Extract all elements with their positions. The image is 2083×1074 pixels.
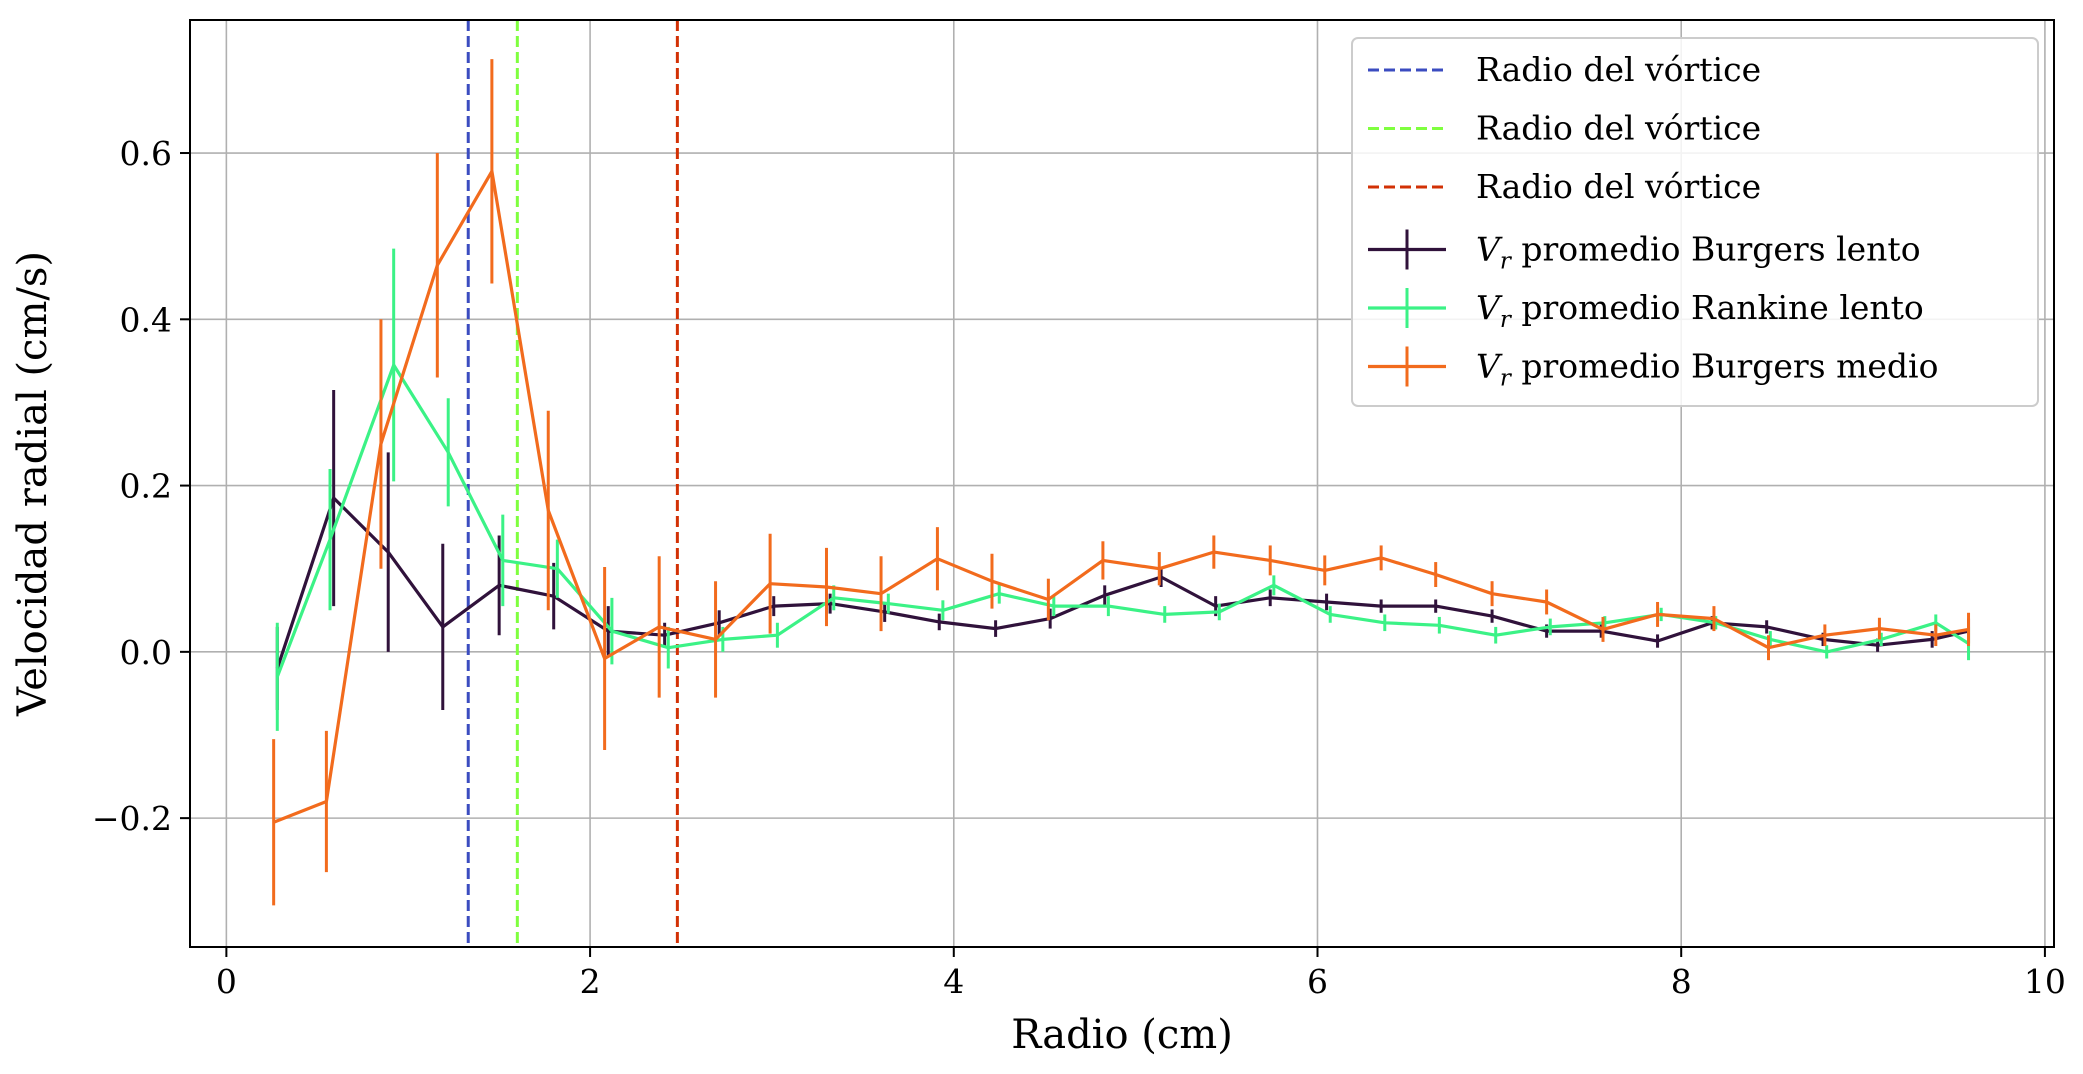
series-promedio-burgers-lento [275, 389, 1971, 711]
legend-subscript: r [1500, 307, 1513, 333]
y-tick-label: 0.0 [120, 633, 172, 672]
y-tick-label: 0.6 [120, 134, 172, 173]
legend-label: Radio del vórtice [1476, 109, 1761, 148]
vertical-reference-lines [466, 20, 679, 947]
plot-frame [189, 19, 2055, 948]
legend-subscript: r [1500, 366, 1513, 392]
legend-box [1351, 37, 2039, 407]
legend-series-name: promedio Rankine lento [1511, 288, 1924, 327]
legend-label: Vr promedio Burgers lento [1476, 230, 1921, 275]
x-axis: 0 2 4 6 8 10 [216, 947, 2066, 1001]
legend-symbol: V [1476, 288, 1503, 327]
x-tick-label: 4 [943, 962, 964, 1001]
series-line [273, 169, 1969, 824]
legend-symbol: V [1476, 230, 1503, 269]
data-series [272, 59, 1971, 906]
x-tick-label: 6 [1307, 962, 1328, 1001]
legend-label: Radio del vórtice [1476, 50, 1761, 89]
x-tick-label: 8 [1671, 962, 1692, 1001]
y-axis: −0.2 0.0 0.2 0.4 0.6 [92, 134, 190, 838]
legend-series-name: promedio Burgers medio [1511, 347, 1939, 386]
y-axis-label: Velocidad radial (cm/s) [10, 251, 56, 717]
legend-series-name: promedio Burgers lento [1511, 230, 1921, 269]
x-axis-label: Radio (cm) [1011, 1012, 1233, 1058]
x-tick-label: 0 [216, 962, 237, 1001]
legend: Radio del vórtice Radio del vórtice Radio … [1351, 37, 2039, 407]
y-tick-label: −0.2 [92, 799, 172, 838]
series-line [275, 496, 1969, 670]
legend-label: Vr promedio Burgers medio [1476, 347, 1938, 392]
legend-label: Vr promedio Rankine lento [1476, 288, 1924, 333]
y-tick-label: 0.2 [120, 467, 172, 506]
legend-label: Radio del vórtice [1476, 167, 1761, 206]
legend-symbol: V [1476, 347, 1503, 386]
x-tick-label: 2 [580, 962, 601, 1001]
series-line [275, 363, 1970, 678]
x-tick-label: 10 [2024, 962, 2066, 1001]
y-tick-label: 0.4 [120, 300, 172, 339]
legend-subscript: r [1500, 249, 1513, 275]
series-promedio-burgers-medio [272, 59, 1971, 906]
